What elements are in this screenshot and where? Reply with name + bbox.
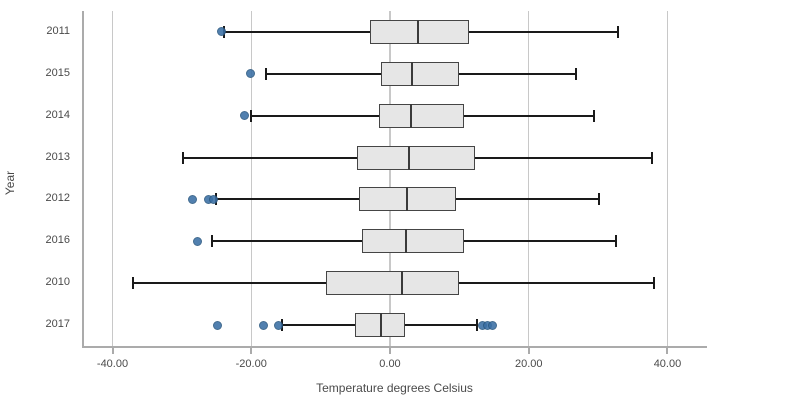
box-2014[interactable] — [378, 103, 465, 128]
outlier-dot[interactable] — [216, 27, 226, 37]
whisker-high-cap — [615, 235, 618, 248]
grid-line — [527, 11, 530, 346]
grid-line — [389, 11, 391, 346]
whisker-high-line — [469, 30, 619, 33]
y-tick-label-2016[interactable]: 2016 — [45, 234, 70, 247]
median-line — [379, 313, 382, 338]
whisker-high-line — [459, 282, 654, 285]
whisker-low-line — [224, 30, 370, 33]
outlier-dot[interactable] — [212, 320, 222, 330]
outlier-dot[interactable] — [188, 194, 198, 204]
whisker-high-cap — [651, 151, 654, 164]
whisker-high-line — [405, 324, 477, 327]
whisker-low-line — [133, 282, 327, 285]
whisker-low-cap — [132, 277, 135, 290]
outlier-dot[interactable] — [208, 194, 218, 204]
outlier-dot[interactable] — [259, 320, 269, 330]
whisker-low-cap — [264, 67, 267, 80]
y-tick-label-2015[interactable]: 2015 — [45, 66, 70, 79]
grid-line — [666, 11, 669, 346]
y-tick-label-2014[interactable]: 2014 — [45, 108, 70, 121]
box-2015[interactable] — [380, 61, 459, 86]
outlier-dot[interactable] — [488, 320, 498, 330]
outlier-dot[interactable] — [239, 111, 249, 121]
median-line — [404, 229, 407, 254]
grid-line — [250, 11, 252, 346]
y-tick-label-2013[interactable]: 2013 — [45, 150, 70, 163]
median-line — [411, 61, 414, 86]
whisker-high-line — [474, 156, 653, 159]
x-axis-tick — [250, 346, 253, 354]
x-axis-title: Temperature degrees Celsius — [316, 381, 473, 395]
whisker-low-line — [211, 240, 362, 243]
y-tick-label-2012[interactable]: 2012 — [45, 192, 70, 205]
x-axis-line — [82, 346, 707, 348]
whisker-high-line — [458, 72, 576, 75]
y-axis-line — [82, 11, 84, 346]
median-line — [400, 271, 403, 296]
whisker-low-line — [281, 324, 355, 327]
x-axis-tick — [111, 346, 114, 354]
x-axis-tick — [666, 346, 669, 354]
whisker-low-cap — [210, 235, 213, 248]
whisker-low-line — [250, 114, 379, 117]
whisker-high-cap — [475, 319, 478, 332]
box-2010[interactable] — [326, 271, 460, 296]
whisker-low-line — [215, 198, 360, 201]
whisker-high-line — [464, 114, 594, 117]
y-tick-label-2010[interactable]: 2010 — [45, 276, 70, 289]
box-2017[interactable] — [354, 313, 406, 338]
whisker-low-cap — [182, 151, 185, 164]
whisker-high-cap — [592, 109, 595, 122]
outlier-dot[interactable] — [273, 320, 283, 330]
median-line — [409, 103, 412, 128]
x-tick-label: -40.00 — [96, 358, 129, 370]
x-tick-label: 20.00 — [514, 358, 543, 370]
x-tick-label: 40.00 — [653, 358, 682, 370]
whisker-high-line — [455, 198, 600, 201]
whisker-low-line — [183, 156, 358, 159]
grid-line — [111, 11, 114, 346]
whisker-high-cap — [652, 277, 655, 290]
whisker-high-cap — [598, 193, 601, 206]
whisker-low-cap — [249, 109, 252, 122]
whisker-high-cap — [617, 25, 620, 38]
box-2013[interactable] — [357, 145, 475, 170]
box-2016[interactable] — [361, 229, 464, 254]
whisker-high-cap — [574, 67, 577, 80]
x-axis-tick — [527, 346, 530, 354]
x-tick-label: 0.00 — [379, 358, 401, 370]
whisker-low-line — [265, 72, 381, 75]
x-axis-tick — [388, 346, 391, 354]
y-tick-label-2017[interactable]: 2017 — [45, 318, 70, 331]
whisker-high-line — [463, 240, 617, 243]
x-tick-label: -20.00 — [235, 358, 267, 370]
outlier-dot[interactable] — [246, 69, 256, 79]
median-line — [408, 145, 411, 170]
y-tick-label-2011[interactable]: 2011 — [46, 24, 70, 37]
outlier-dot[interactable] — [192, 236, 202, 246]
median-line — [406, 187, 409, 212]
box-2011[interactable] — [369, 19, 470, 44]
median-line — [417, 19, 420, 44]
